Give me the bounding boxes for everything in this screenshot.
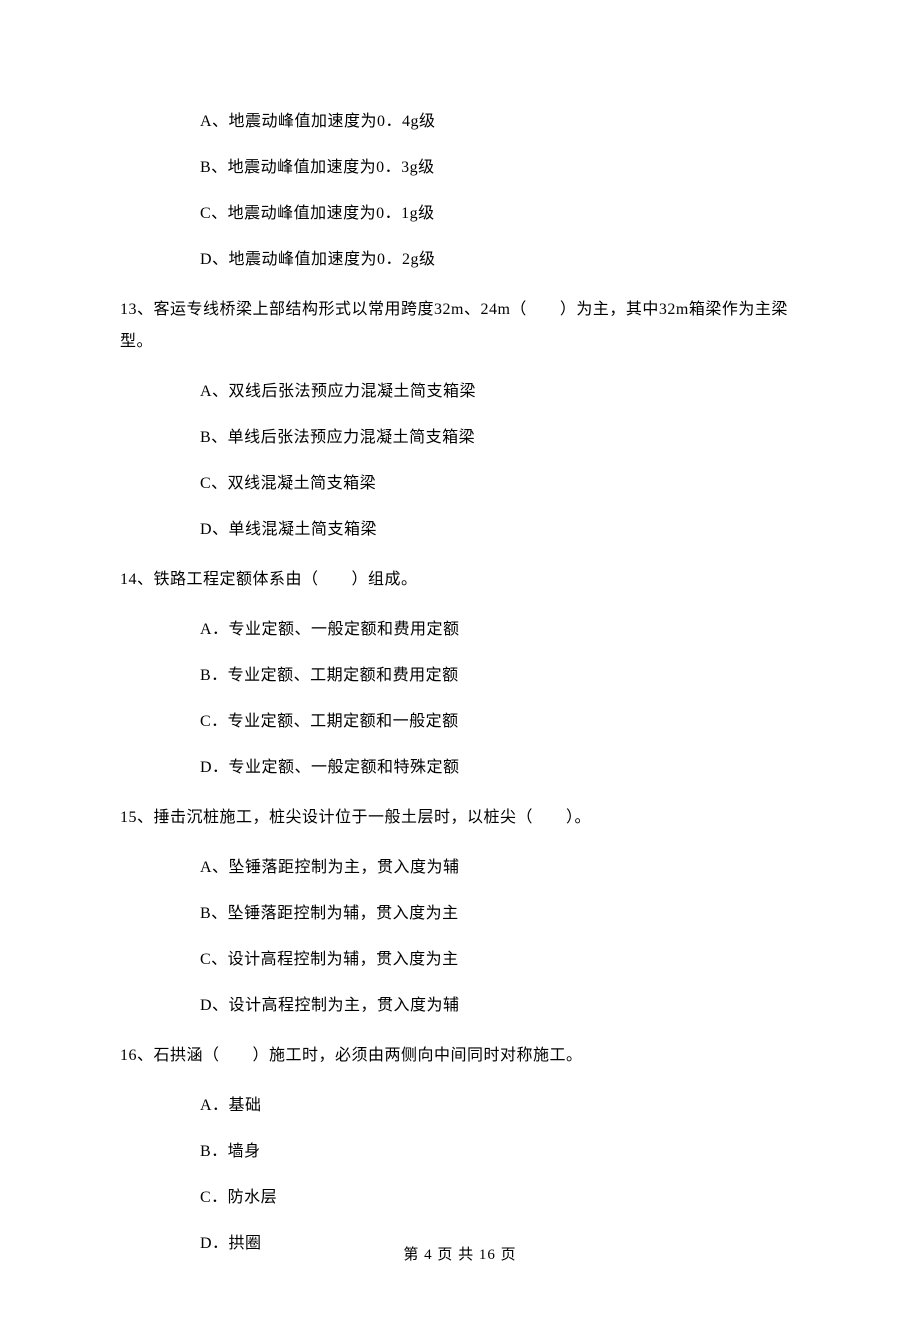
q13-option-c: C、双线混凝土简支箱梁 [200,472,800,496]
q13-option-d: D、单线混凝土简支箱梁 [200,518,800,542]
q15-option-a: A、坠锤落距控制为主，贯入度为辅 [200,856,800,880]
question-16: 16、石拱涵（ ）施工时，必须由两侧向中间同时对称施工。 [120,1040,800,1072]
q14-option-b: B．专业定额、工期定额和费用定额 [200,664,800,688]
page-footer: 第 4 页 共 16 页 [0,1244,920,1267]
q15-option-b: B、坠锤落距控制为辅，贯入度为主 [200,902,800,926]
q13-option-b: B、单线后张法预应力混凝土简支箱梁 [200,426,800,450]
q16-option-b: B．墙身 [200,1140,800,1164]
option-c: C、地震动峰值加速度为0．1g级 [200,202,800,226]
question-15: 15、捶击沉桩施工，桩尖设计位于一般土层时，以桩尖（ ）。 [120,802,800,834]
q13-option-a: A、双线后张法预应力混凝土简支箱梁 [200,380,800,404]
q14-option-a: A．专业定额、一般定额和费用定额 [200,618,800,642]
document-page: A、地震动峰值加速度为0．4g级 B、地震动峰值加速度为0．3g级 C、地震动峰… [0,0,920,1318]
q14-option-c: C．专业定额、工期定额和一般定额 [200,710,800,734]
q16-option-a: A．基础 [200,1094,800,1118]
option-b: B、地震动峰值加速度为0．3g级 [200,156,800,180]
option-a: A、地震动峰值加速度为0．4g级 [200,110,800,134]
q14-option-d: D．专业定额、一般定额和特殊定额 [200,756,800,780]
question-13: 13、客运专线桥梁上部结构形式以常用跨度32m、24m（ ）为主，其中32m箱梁… [120,294,800,358]
question-14: 14、铁路工程定额体系由（ ）组成。 [120,564,800,596]
q15-option-c: C、设计高程控制为辅，贯入度为主 [200,948,800,972]
q15-option-d: D、设计高程控制为主，贯入度为辅 [200,994,800,1018]
q16-option-c: C．防水层 [200,1186,800,1210]
option-d: D、地震动峰值加速度为0．2g级 [200,248,800,272]
